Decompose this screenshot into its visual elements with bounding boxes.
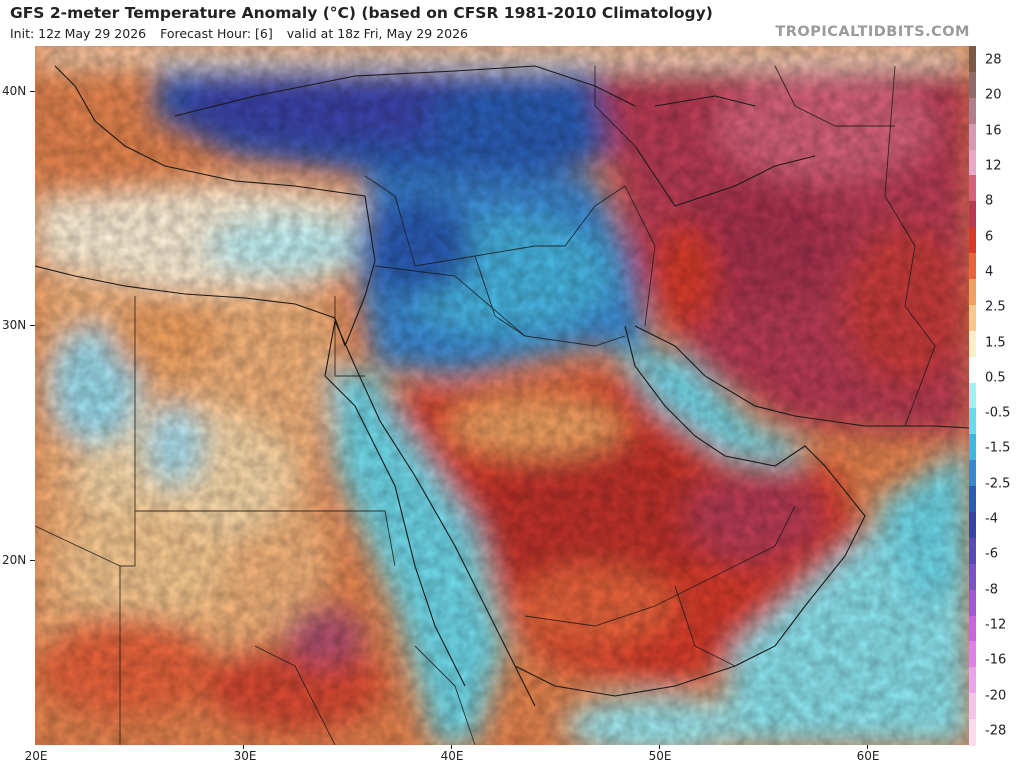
colorbar-swatch — [969, 382, 976, 410]
anomaly-map — [35, 46, 969, 745]
lon-tick — [451, 745, 452, 749]
lon-label-60e: 60E — [856, 749, 880, 763]
lon-tick — [243, 745, 244, 749]
colorbar-label: 20 — [985, 87, 1002, 103]
lon-label-50e: 50E — [648, 749, 672, 763]
lon-tick — [659, 745, 660, 749]
colorbar-swatch — [969, 330, 976, 358]
init-time: Init: 12z May 29 2026 — [10, 26, 147, 41]
colorbar-label: -2.5 — [985, 476, 1011, 492]
colorbar-swatch — [969, 589, 976, 617]
colorbar-label: 6 — [985, 229, 994, 245]
colorbar-label: 12 — [985, 158, 1002, 174]
colorbar-swatch — [969, 537, 976, 565]
colorbar-swatch — [969, 460, 976, 487]
colorbar-swatch — [969, 71, 976, 99]
colorbar-swatch — [969, 434, 976, 461]
colorbar-swatch — [969, 227, 976, 254]
map-subtitle: Init: 12z May 29 2026 Forecast Hour: [6]… — [10, 26, 478, 41]
map-canvas — [35, 46, 969, 745]
lon-tick — [867, 745, 868, 749]
map-title: GFS 2-meter Temperature Anomaly (°C) (ba… — [10, 4, 713, 22]
colorbar-label: 2.5 — [985, 299, 1006, 315]
colorbar-swatch — [969, 667, 976, 694]
lat-tick — [30, 560, 35, 561]
colorbar-label: -12 — [985, 617, 1007, 633]
colorbar-label: -16 — [985, 652, 1007, 668]
borders — [35, 65, 936, 745]
colorbar-label: -4 — [985, 511, 998, 527]
lon-label-30e: 30E — [233, 749, 257, 763]
lat-tick — [30, 91, 35, 92]
valid-time: valid at 18z Fri, May 29 2026 — [286, 26, 468, 41]
colorbar-swatch — [969, 719, 976, 746]
colorbar-label: -0.5 — [985, 405, 1011, 421]
lat-label-30n: 30N — [2, 318, 27, 332]
texture-noise — [35, 46, 969, 745]
colorbar-swatch — [969, 408, 976, 435]
colorbar: 28 20 16 12 8 6 4 2.5 1.5 0.5 -0.5 -1.5 -2.5 -4 -6 -8 -1… — [969, 46, 1024, 746]
colorbar-label: 28 — [985, 52, 1002, 68]
lat-label-20n: 20N — [2, 553, 27, 567]
brand-watermark: TROPICALTIDBITS.COM — [775, 24, 970, 40]
colorbar-swatch — [969, 486, 976, 513]
colorbar-label: 4 — [985, 264, 994, 280]
colorbar-swatch — [969, 693, 976, 720]
forecast-hour: Forecast Hour: [6] — [160, 26, 273, 41]
colorbar-swatch — [969, 512, 976, 539]
colorbar-swatch — [969, 304, 976, 332]
lat-label-40n: 40N — [2, 84, 27, 98]
colorbar-label: -28 — [985, 723, 1007, 739]
colorbar-swatch — [969, 201, 976, 228]
colorbar-label: 0.5 — [985, 370, 1006, 386]
colorbar-swatch — [969, 641, 976, 668]
lon-label-20e: 20E — [24, 749, 48, 763]
colorbar-swatch — [969, 615, 976, 643]
colorbar-label: -1.5 — [985, 440, 1011, 456]
colorbar-label: -20 — [985, 688, 1007, 704]
colorbar-swatch — [969, 46, 976, 73]
colorbar-swatch — [969, 149, 976, 177]
colorbar-label: -6 — [985, 546, 998, 562]
colorbar-label: 8 — [985, 193, 994, 209]
coastlines — [35, 65, 969, 707]
colorbar-swatch — [969, 123, 976, 151]
lon-label-40e: 40E — [440, 749, 464, 763]
colorbar-swatch — [969, 175, 976, 202]
colorbar-swatch — [969, 279, 976, 306]
colorbar-swatch — [969, 97, 976, 125]
colorbar-swatch — [969, 253, 976, 280]
colorbar-label: 16 — [985, 123, 1002, 139]
lat-tick — [30, 325, 35, 326]
colorbar-label: -8 — [985, 582, 998, 598]
colorbar-label: 1.5 — [985, 335, 1006, 351]
colorbar-swatch — [969, 356, 976, 384]
colorbar-swatch — [969, 563, 976, 591]
